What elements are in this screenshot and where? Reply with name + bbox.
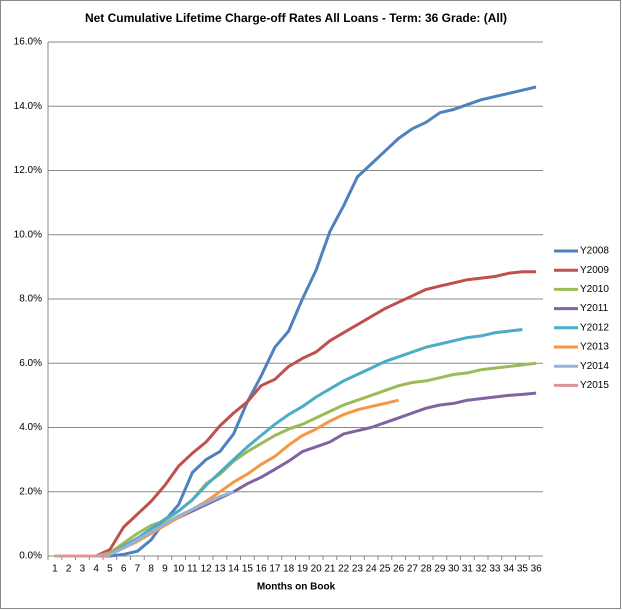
- legend-label: Y2009: [580, 265, 609, 276]
- legend-label: Y2008: [580, 246, 609, 257]
- series-line: [54, 361, 537, 558]
- x-tick-label: 13: [214, 564, 226, 575]
- x-tick-label: 6: [121, 564, 127, 575]
- x-tick-label: 5: [107, 564, 113, 575]
- x-tick-label: 12: [201, 564, 213, 575]
- x-tick-label: 14: [228, 564, 240, 575]
- x-tick-label: 26: [393, 564, 405, 575]
- x-tick-label: 24: [366, 564, 378, 575]
- x-tick-label: 7: [135, 564, 141, 575]
- x-tick-label: 22: [338, 564, 350, 575]
- legend-label: Y2014: [580, 361, 609, 372]
- y-tick-label: 16.0%: [14, 37, 42, 48]
- x-tick-label: 32: [476, 564, 488, 575]
- legend-label: Y2012: [580, 322, 609, 333]
- x-tick-label: 10: [173, 564, 185, 575]
- y-tick-label: 10.0%: [14, 229, 42, 240]
- x-tick-label: 28: [421, 564, 433, 575]
- y-tick-label: 4.0%: [19, 422, 42, 433]
- legend-label: Y2013: [580, 342, 609, 353]
- x-axis-label: Months on Book: [257, 582, 336, 593]
- chart-title: Net Cumulative Lifetime Charge-off Rates…: [85, 11, 507, 25]
- x-tick-label: 15: [242, 564, 254, 575]
- x-tick-label: 31: [462, 564, 474, 575]
- x-tick-label: 33: [489, 564, 501, 575]
- x-tick-label: 8: [148, 564, 154, 575]
- series-line: [54, 85, 537, 558]
- x-tick-label: 27: [407, 564, 419, 575]
- y-tick-label: 14.0%: [14, 101, 42, 112]
- x-tick-label: 11: [187, 564, 198, 575]
- x-tick-label: 17: [269, 564, 281, 575]
- x-tick-label: 29: [434, 564, 446, 575]
- x-tick-label: 18: [283, 564, 295, 575]
- x-tick-label: 36: [531, 564, 543, 575]
- x-tick-label: 19: [297, 564, 309, 575]
- x-tick-label: 16: [256, 564, 268, 575]
- x-tick-label: 25: [379, 564, 391, 575]
- x-tick-label: 21: [324, 564, 336, 575]
- y-tick-label: 8.0%: [19, 294, 42, 305]
- y-tick-label: 0.0%: [19, 551, 42, 562]
- series-line: [54, 270, 537, 558]
- y-tick-label: 12.0%: [14, 165, 42, 176]
- x-tick-label: 1: [52, 564, 58, 575]
- y-tick-label: 2.0%: [19, 486, 42, 497]
- x-tick-label: 35: [517, 564, 529, 575]
- x-tick-label: 34: [503, 564, 515, 575]
- x-tick-label: 2: [66, 564, 72, 575]
- legend-label: Y2015: [580, 380, 609, 391]
- x-tick-label: 30: [448, 564, 460, 575]
- y-tick-label: 6.0%: [19, 358, 42, 369]
- x-tick-label: 3: [80, 564, 86, 575]
- x-tick-label: 20: [311, 564, 323, 575]
- x-tick-label: 9: [162, 564, 168, 575]
- legend-label: Y2011: [580, 303, 609, 314]
- series-line: [54, 553, 110, 558]
- x-tick-label: 4: [93, 564, 99, 575]
- x-tick-label: 23: [352, 564, 364, 575]
- legend-label: Y2010: [580, 284, 609, 295]
